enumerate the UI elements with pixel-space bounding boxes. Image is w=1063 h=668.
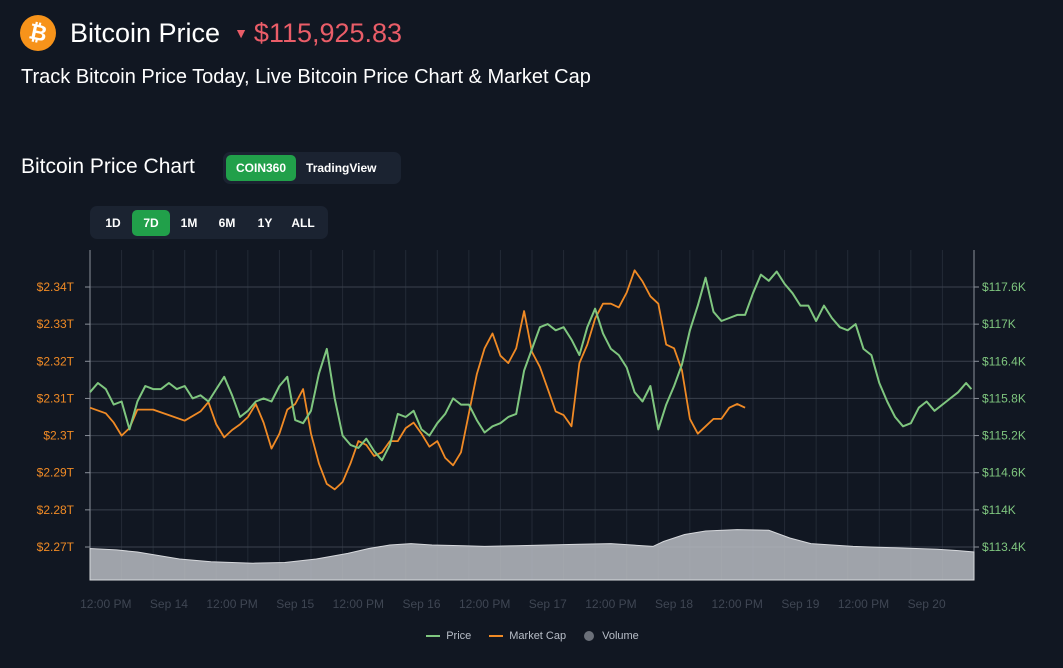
right-axis-label: $114.6K [982, 466, 1026, 480]
left-axis-label: $2.31T [37, 391, 75, 405]
x-axis-label: 12:00 PM [80, 597, 131, 611]
range-6m-button[interactable]: 6M [218, 215, 236, 230]
range-all-button[interactable]: ALL [291, 215, 315, 230]
x-axis-label: Sep 14 [150, 597, 188, 611]
x-axis-label: 12:00 PM [333, 597, 384, 611]
legend-label-volume: Volume [602, 630, 639, 642]
left-axis-label: $2.29T [37, 466, 75, 480]
range-7d-button[interactable]: 7D [132, 209, 170, 236]
x-axis-label: 12:00 PM [585, 597, 636, 611]
right-axis-label: $113.4K [982, 540, 1026, 554]
legend-item-market-cap[interactable]: Market Cap [489, 630, 566, 642]
legend-item-volume[interactable]: Volume [584, 630, 639, 642]
right-axis-label: $115.8K [982, 391, 1026, 405]
chart-legend: Price Market Cap Volume [0, 630, 1063, 642]
source-coin360-button[interactable]: COIN360 [226, 155, 297, 181]
left-axis-label: $2.33T [37, 317, 75, 331]
right-axis-label: $116.4K [982, 354, 1026, 368]
range-1d-button[interactable]: 1D [105, 215, 121, 230]
volume-area [89, 529, 975, 581]
right-axis-label: $117.6K [982, 280, 1026, 294]
left-axis-label: $2.3T [43, 429, 74, 443]
left-axis-label: $2.28T [37, 503, 75, 517]
range-1y-button[interactable]: 1Y [257, 215, 273, 230]
x-axis-label: Sep 17 [529, 597, 567, 611]
range-1m-button[interactable]: 1M [180, 215, 198, 230]
chart-section-title: Bitcoin Price Chart [21, 155, 195, 178]
bitcoin-logo-icon: ₿ [20, 15, 56, 51]
page-title: Bitcoin Price [70, 17, 221, 48]
market-cap-line [89, 269, 746, 491]
source-tradingview-button[interactable]: TradingView [306, 161, 377, 175]
dot-swatch-icon [584, 631, 595, 641]
right-axis-label: $114K [982, 503, 1016, 517]
left-axis-label: $2.32T [37, 354, 75, 368]
current-price: $115,925.83 [253, 17, 403, 48]
x-axis-label: Sep 20 [908, 597, 946, 611]
x-axis-label: 12:00 PM [459, 597, 510, 611]
legend-item-price[interactable]: Price [426, 630, 471, 642]
left-axis-label: $2.34T [37, 280, 75, 294]
x-axis-label: 12:00 PM [206, 597, 257, 611]
x-axis-label: Sep 15 [276, 597, 314, 611]
line-swatch-icon [489, 635, 504, 637]
x-axis-label: Sep 19 [781, 597, 819, 611]
page-subtitle: Track Bitcoin Price Today, Live Bitcoin … [21, 66, 591, 88]
x-axis-label: Sep 18 [655, 597, 693, 611]
x-axis-label: 12:00 PM [838, 597, 889, 611]
chart-source-toggle: COIN360 TradingView [223, 152, 401, 184]
page-header: ₿ Bitcoin Price ▼ $115,925.83 [20, 14, 402, 52]
legend-label-market-cap: Market Cap [509, 630, 567, 642]
left-axis-label: $2.27T [37, 540, 75, 554]
down-triangle-icon: ▼ [234, 25, 248, 41]
legend-label-price: Price [446, 630, 472, 642]
line-swatch-icon [426, 635, 441, 637]
x-axis-label: Sep 16 [402, 597, 440, 611]
right-axis-label: $115.2K [982, 429, 1026, 443]
price-line [89, 270, 973, 462]
time-range-selector: 1D 7D 1M 6M 1Y ALL [90, 206, 328, 239]
right-axis-label: $117K [982, 317, 1016, 331]
x-axis-label: 12:00 PM [712, 597, 763, 611]
